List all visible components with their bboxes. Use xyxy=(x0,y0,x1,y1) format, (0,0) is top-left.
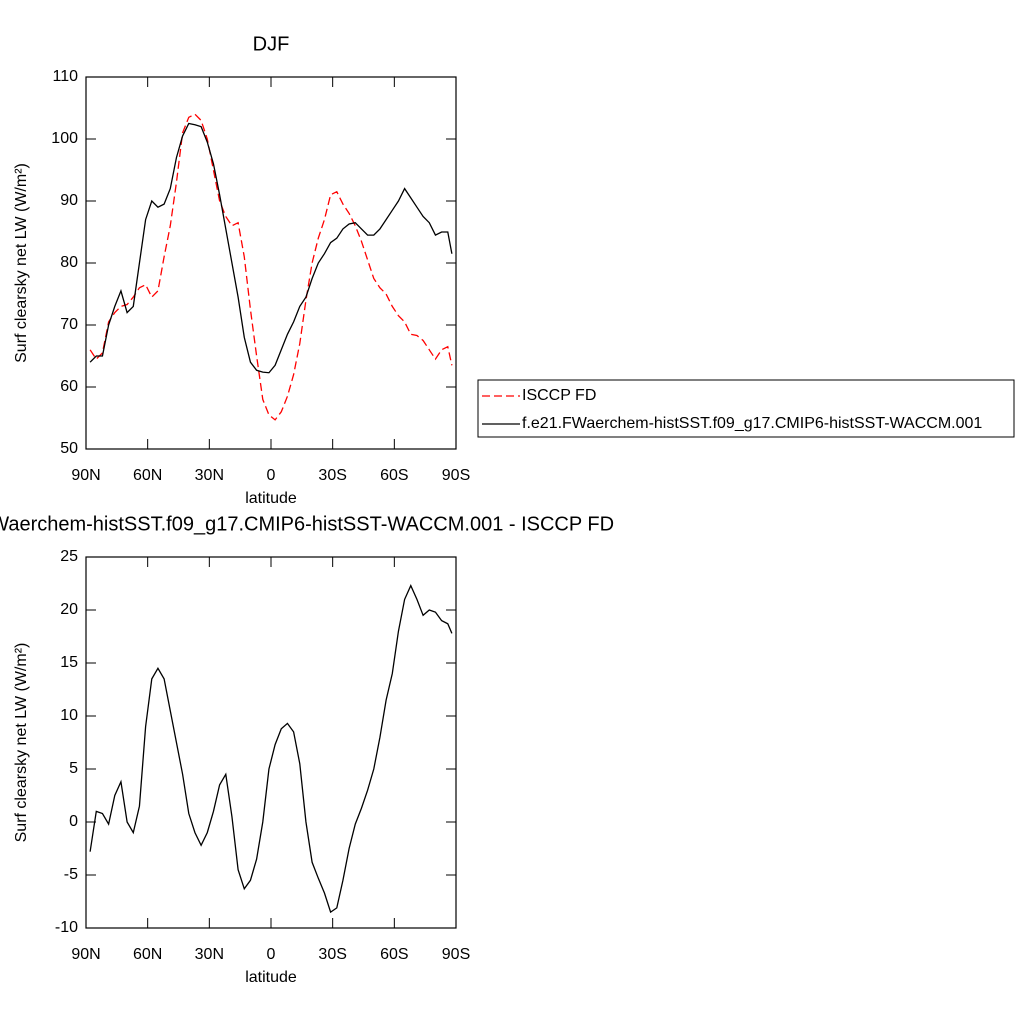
x-tick-label: 90N xyxy=(71,946,100,963)
x-tick-label: 30N xyxy=(195,467,224,484)
chart-title: f.e21.FWaerchem-histSST.f09_g17.CMIP6-hi… xyxy=(0,513,614,535)
x-tick-label: 60N xyxy=(133,946,162,963)
x-tick-label: 0 xyxy=(267,467,276,484)
y-tick-label: 70 xyxy=(60,316,78,333)
x-tick-label: 90S xyxy=(442,467,470,484)
y-tick-label: 0 xyxy=(69,813,78,830)
y-tick-label: 10 xyxy=(60,707,78,724)
y-tick-label: 5 xyxy=(69,760,78,777)
y-tick-label: -5 xyxy=(64,866,78,883)
y-tick-label: -10 xyxy=(55,919,78,936)
y-tick-label: 60 xyxy=(60,378,78,395)
y-tick-label: 25 xyxy=(60,548,78,565)
data-line xyxy=(89,113,453,421)
y-axis-label: Surf clearsky net LW (W/m²) xyxy=(13,163,30,363)
legend-label: ISCCP FD xyxy=(522,387,596,404)
plot-frame xyxy=(85,556,457,929)
legend-box xyxy=(477,379,1015,438)
y-tick-label: 100 xyxy=(51,130,78,147)
x-tick-label: 60S xyxy=(380,946,408,963)
x-tick-label: 60N xyxy=(133,467,162,484)
y-axis-label: Surf clearsky net LW (W/m²) xyxy=(13,643,30,843)
data-line xyxy=(89,584,453,914)
x-tick-label: 30N xyxy=(195,946,224,963)
x-axis-label: latitude xyxy=(245,490,297,507)
x-tick-label: 90N xyxy=(71,467,100,484)
y-tick-label: 110 xyxy=(52,68,78,85)
x-tick-label: 90S xyxy=(442,946,470,963)
y-tick-label: 50 xyxy=(60,440,78,457)
x-tick-label: 30S xyxy=(318,467,346,484)
chart-title: DJF xyxy=(253,33,290,55)
legend: ISCCP FD f.e21.FWaerchem-histSST.f09_g17.… xyxy=(477,379,1015,438)
y-tick-label: 15 xyxy=(60,654,78,671)
y-tick-label: 80 xyxy=(60,254,78,271)
y-tick-label: 20 xyxy=(60,601,78,618)
data-line xyxy=(89,122,453,374)
plot-frame xyxy=(85,76,457,450)
y-tick-label: 90 xyxy=(60,192,78,209)
x-tick-label: 60S xyxy=(380,467,408,484)
legend-label: f.e21.FWaerchem-histSST.f09_g17.CMIP6-hi… xyxy=(522,415,982,432)
x-tick-label: 0 xyxy=(267,946,276,963)
x-tick-label: 30S xyxy=(318,946,346,963)
x-axis-label: latitude xyxy=(245,969,297,986)
